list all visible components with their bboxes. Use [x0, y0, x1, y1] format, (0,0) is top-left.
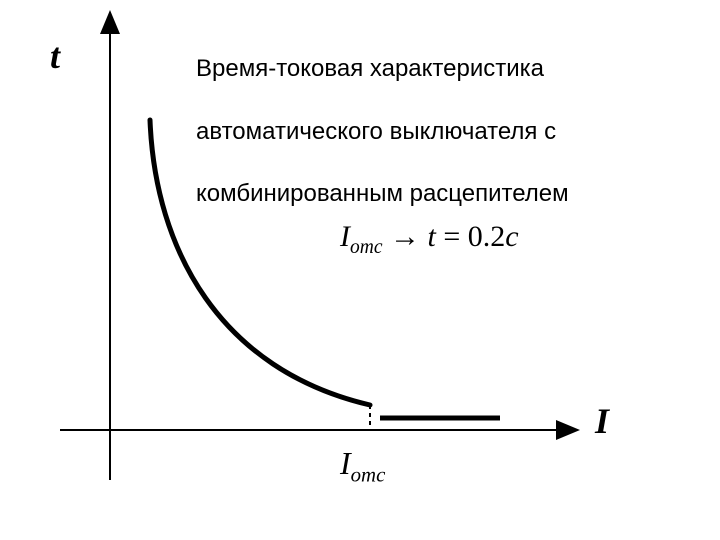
x-axis-label: I — [595, 400, 609, 442]
formula-t: t — [428, 220, 436, 253]
formula-I: I — [340, 220, 350, 253]
y-axis-label-text: t — [50, 36, 60, 76]
formula-sub: отс — [350, 237, 383, 258]
formula-c: c — [505, 220, 518, 253]
chart-canvas: Время-токовая характеристика автоматичес… — [0, 0, 720, 540]
cutoff-label-sub: отс — [351, 463, 386, 486]
y-axis-label: t — [50, 35, 60, 77]
cutoff-label: Iотс — [340, 445, 385, 487]
formula-arrow: → — [383, 220, 428, 253]
formula: Iотс → t = 0.2c — [340, 220, 519, 259]
trip-curve — [150, 120, 370, 405]
cutoff-label-main: I — [340, 445, 351, 481]
x-axis-label-text: I — [595, 401, 609, 441]
formula-eq: = 0.2 — [436, 220, 505, 253]
